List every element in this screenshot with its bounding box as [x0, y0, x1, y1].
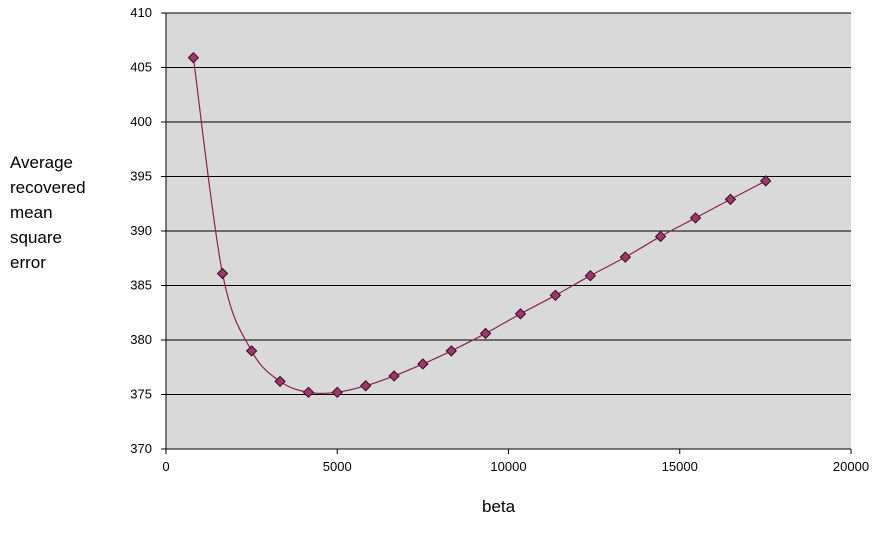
x-tick-label-4: 20000 — [833, 459, 869, 474]
data-point-8 — [417, 358, 429, 370]
x-tick-label-0: 0 — [162, 459, 169, 474]
data-point-1 — [216, 267, 229, 280]
y-axis-label-line-3: mean — [10, 203, 53, 222]
data-point-10 — [479, 327, 492, 340]
x-axis-label: beta — [482, 497, 516, 516]
y-tick-label-5: 395 — [130, 169, 152, 184]
data-point-18 — [760, 175, 772, 187]
y-axis-label-line-1: Average — [10, 153, 74, 172]
data-point-11 — [514, 308, 527, 320]
axes — [161, 12, 852, 454]
y-tick-label-1: 375 — [130, 387, 152, 402]
y-tick-label-3: 385 — [130, 278, 152, 293]
y-axis-label: Average recovered mean square error — [10, 150, 120, 275]
data-point-0 — [187, 51, 200, 64]
y-tick-label-0: 370 — [130, 441, 152, 456]
data-point-3 — [274, 375, 286, 388]
data-point-5 — [331, 386, 343, 399]
data-point-7 — [388, 370, 400, 382]
data-point-15 — [654, 230, 667, 243]
y-tick-label-8: 410 — [130, 5, 152, 20]
y-tick-label-2: 380 — [130, 332, 152, 347]
x-tick-label-3: 15000 — [662, 459, 698, 474]
data-point-4 — [302, 386, 315, 399]
y-axis-label-line-2: recovered — [10, 178, 86, 197]
series-markers — [187, 51, 772, 399]
data-point-17 — [724, 193, 737, 206]
data-point-16 — [689, 212, 702, 224]
data-point-12 — [549, 289, 562, 302]
y-axis-label-line-5: error — [10, 253, 46, 272]
x-tick-labels: 0 5000 10000 15000 20000 — [162, 459, 869, 474]
data-point-6 — [359, 380, 372, 392]
y-tick-labels: 370 375 380 385 390 395 400 405 410 — [130, 5, 152, 456]
data-point-14 — [619, 251, 631, 263]
x-tick-label-1: 5000 — [323, 459, 352, 474]
data-point-9 — [445, 345, 458, 357]
y-axis-label-line-4: square — [10, 228, 62, 247]
y-tick-label-7: 405 — [130, 60, 152, 75]
data-point-2 — [245, 345, 258, 357]
y-tick-label-4: 390 — [130, 223, 152, 238]
y-tick-label-6: 400 — [130, 114, 152, 129]
x-tick-label-2: 10000 — [490, 459, 526, 474]
data-point-13 — [584, 269, 597, 282]
